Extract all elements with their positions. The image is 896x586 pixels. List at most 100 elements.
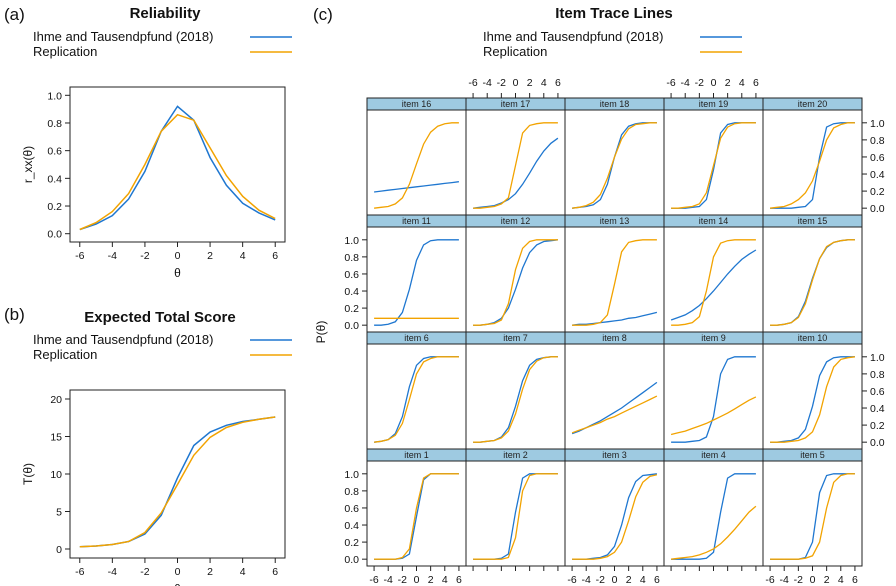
x-axis-label: θ [174,266,181,280]
y-axis-label: P(θ) [314,321,328,344]
item-line-original [671,473,756,560]
y-tick-label: 5 [56,507,62,519]
y-tick-label-left: 0.0 [344,554,359,566]
y-tick-label-right: 0.8 [870,369,885,381]
x-tick-label: 0 [175,566,181,578]
panel-c-label: (c) [313,5,333,24]
item-line-replication [770,473,855,560]
y-tick-label: 0.2 [47,201,62,213]
x-tick-label: 2 [207,250,213,262]
item-panel: item 20 [762,97,863,216]
y-tick-label: 0.0 [47,229,62,241]
item-panel: item 12 [465,214,566,333]
y-tick-label-left: 0.4 [344,286,359,298]
item-panel: item 6 [366,331,467,450]
y-tick-label: 10 [50,469,62,481]
item-panel: item 9 [663,331,764,450]
item-frame [465,226,566,333]
x-tick-label-bottom: 6 [852,574,858,586]
item-line-replication [671,505,757,560]
x-tick-label: 0 [175,250,181,262]
panel-b-legend-1: Ihme and Tausendpfund (2018) [33,332,213,347]
item-line-original [473,473,558,560]
item-frame [663,109,764,216]
item-strip-label: item 6 [404,333,429,343]
item-line-original [770,239,855,326]
x-tick-label-bottom: -6 [567,574,576,586]
panel-a-title: Reliability [130,5,202,22]
item-panel: item 4 [663,448,764,567]
y-tick-label-right: 1.0 [870,352,885,364]
x-tick-label-bottom: 2 [824,574,830,586]
item-panel: item 11 [366,214,467,333]
item-line-original [473,137,559,209]
item-line-replication [473,122,558,209]
item-line-replication [374,356,459,443]
item-line-replication [374,122,459,209]
item-strip-label: item 10 [798,333,828,343]
y-tick-label-left: 0.8 [344,252,359,264]
y-tick-label-left: 1.0 [344,469,359,481]
item-panel: item 15 [762,214,863,333]
item-line-replication [770,239,855,326]
y-tick-label-right: 0.2 [870,420,885,432]
y-tick-label: 20 [50,394,62,406]
x-tick-label: 6 [272,566,278,578]
item-strip-label: item 4 [701,450,726,460]
x-tick-label: -4 [108,250,117,262]
item-frame [564,226,665,333]
item-panel: item 18 [564,97,665,216]
y-tick-label-left: 0.6 [344,269,359,281]
item-panel: item 7 [465,331,566,450]
item-frame [564,109,665,216]
x-tick-label-top: 2 [725,77,731,89]
item-line-replication [572,239,657,326]
x-tick-label-top: 0 [513,77,519,89]
x-tick-label-bottom: 0 [612,574,618,586]
item-strip-label: item 16 [402,99,432,109]
x-axis-label: θ [174,582,181,586]
y-tick-label-left: 0.2 [344,303,359,315]
item-panel: item 19 [663,97,764,216]
y-tick-label-right: 0.0 [870,437,885,449]
y-tick-label-left: 0.0 [344,320,359,332]
y-tick-label-left: 0.4 [344,520,359,532]
x-tick-label: 2 [207,566,213,578]
x-tick-label-bottom: 6 [654,574,660,586]
y-axis-label: T(θ) [21,463,35,485]
series-line-replication [79,416,276,548]
x-tick-label-bottom: -2 [596,574,605,586]
panel-b-title: Expected Total Score [84,309,235,326]
item-frame [564,343,665,450]
item-trace-lines-plot: item 16 item 17 item 18 item 19 item 20item … [314,77,885,586]
y-tick-label-left: 0.6 [344,503,359,515]
item-strip-label: item 12 [501,216,531,226]
item-line-replication [770,122,855,209]
item-line-replication [770,356,855,443]
y-tick-label: 0.4 [47,173,62,185]
x-tick-label-bottom: 4 [838,574,844,586]
item-line-original [473,356,558,443]
x-tick-label-top: 0 [711,77,717,89]
item-line-original [374,473,459,560]
item-line-original [572,311,658,326]
y-tick-label-right: 0.0 [870,203,885,215]
item-line-replication [671,122,756,209]
item-line-original [770,356,855,443]
panel-b-legend-2: Replication [33,347,97,362]
x-tick-label-bottom: 0 [414,574,420,586]
y-tick-label-right: 0.2 [870,186,885,198]
plot-frame [69,389,286,559]
panel-c-legend-2: Replication [483,44,547,59]
y-tick-label-right: 0.6 [870,152,885,164]
item-panel: item 3 [564,448,665,567]
x-tick-label: -2 [140,250,149,262]
item-line-replication [473,239,558,326]
item-line-original [374,239,459,326]
item-line-original [572,473,657,560]
item-frame [366,226,467,333]
x-tick-label-top: 6 [555,77,561,89]
item-line-original [670,249,757,321]
item-panel: item 2 [465,448,566,567]
